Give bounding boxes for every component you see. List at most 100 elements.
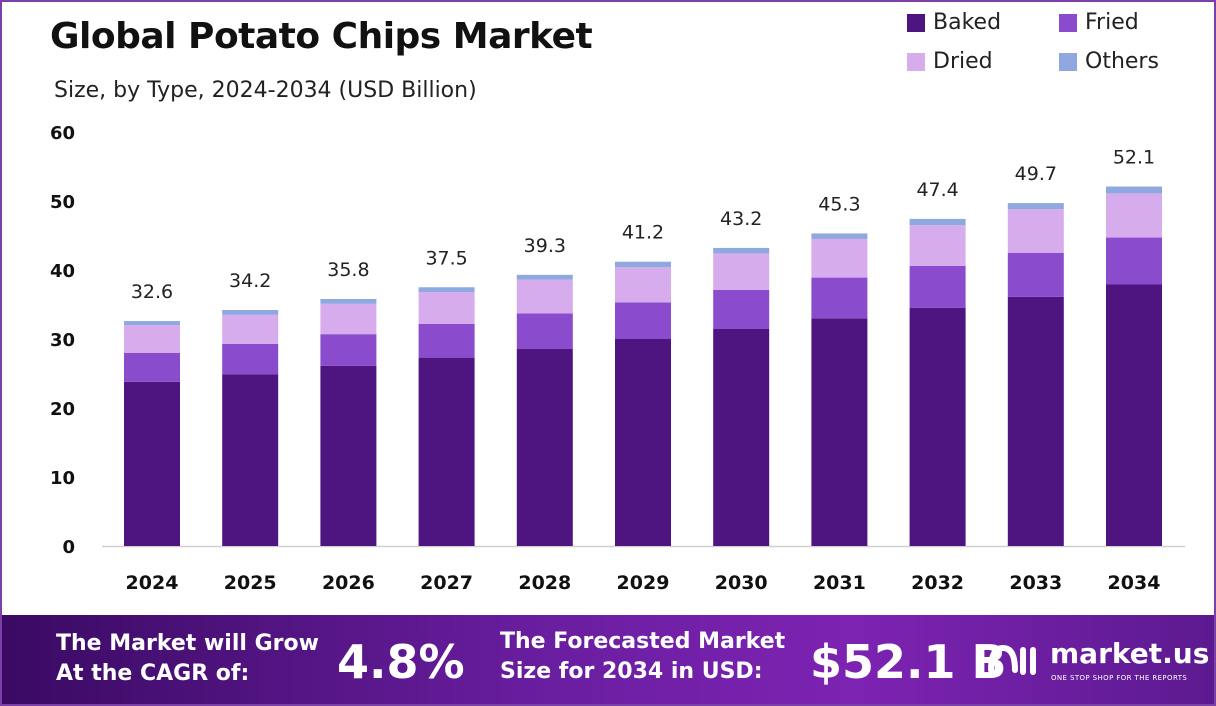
bar-segment-dried xyxy=(124,325,180,353)
legend: Baked Fried Dried Others xyxy=(907,10,1207,90)
legend-swatch-others xyxy=(1059,52,1077,71)
y-tick-label: 60 xyxy=(50,123,75,144)
legend-label-baked: Baked xyxy=(933,10,1002,35)
y-tick-label: 30 xyxy=(50,330,75,351)
legend-swatch-baked xyxy=(907,13,925,32)
bar-segment-dried xyxy=(713,253,770,291)
legend-item-others: Others xyxy=(1059,49,1159,74)
x-tick-label: 2027 xyxy=(420,572,473,594)
legend-label-others: Others xyxy=(1085,49,1159,74)
bar-segment-others xyxy=(615,261,671,268)
bar-segment-fried xyxy=(320,334,377,366)
forecast-value: $52.1 B xyxy=(810,635,1007,689)
data-label: 35.8 xyxy=(327,259,369,281)
bar-segment-baked xyxy=(909,307,966,546)
forecast-text-line1: The Forecasted Market xyxy=(500,629,786,654)
bar-segment-others xyxy=(713,247,770,254)
legend-item-dried: Dried xyxy=(907,49,993,74)
chart-title: Global Potato Chips Market xyxy=(50,16,593,57)
bar-segment-fried xyxy=(418,323,475,358)
forecast-text-line2: Size for 2034 in USD: xyxy=(500,659,763,684)
bar-segment-others xyxy=(1106,186,1162,194)
x-tick-label: 2028 xyxy=(518,572,571,594)
legend-item-baked: Baked xyxy=(907,10,1001,35)
y-tick-label: 40 xyxy=(50,261,75,282)
bar-segment-others xyxy=(222,310,279,315)
bar-segment-dried xyxy=(1106,193,1162,238)
x-tick-label: 2031 xyxy=(813,572,866,594)
data-label: 47.4 xyxy=(916,179,958,201)
x-tick-label: 2025 xyxy=(224,572,277,594)
data-label: 52.1 xyxy=(1113,147,1155,169)
y-tick-label: 20 xyxy=(50,399,75,420)
data-label: 41.2 xyxy=(622,222,664,244)
legend-item-fried: Fried xyxy=(1059,10,1139,35)
bar-segment-dried xyxy=(516,279,573,314)
legend-label-fried: Fried xyxy=(1085,10,1139,35)
brand-tagline: ONE STOP SHOP FOR THE REPORTS xyxy=(1051,674,1188,682)
bar-segment-dried xyxy=(811,238,868,278)
x-tick-label: 2033 xyxy=(1009,572,1062,594)
bar-segment-fried xyxy=(516,313,573,349)
bar-segment-baked xyxy=(1106,284,1162,546)
bar-segment-others xyxy=(320,298,377,304)
bar-segment-others xyxy=(418,287,475,293)
bar-segment-others xyxy=(124,321,180,326)
bar-segment-baked xyxy=(516,348,573,546)
bar-segment-dried xyxy=(222,314,279,344)
data-label: 39.3 xyxy=(524,235,566,257)
chart-subtitle: Size, by Type, 2024-2034 (USD Billion) xyxy=(54,78,477,103)
bar-segment-dried xyxy=(1007,209,1064,253)
x-tick-label: 2030 xyxy=(715,572,768,594)
bar-segment-baked xyxy=(320,365,377,546)
stacked-bar-chart: 010203040506032.6202434.2202535.8202637.… xyxy=(50,123,1185,594)
cagr-text-line2: At the CAGR of: xyxy=(56,661,250,686)
bar-segment-dried xyxy=(320,303,377,335)
footer-banner: The Market will Grow At the CAGR of: 4.8… xyxy=(2,615,1214,704)
bar-segment-baked xyxy=(418,357,475,546)
bar-segment-baked xyxy=(1007,296,1064,546)
x-tick-label: 2026 xyxy=(322,572,375,594)
y-tick-label: 10 xyxy=(50,468,75,489)
bar-segment-baked xyxy=(124,381,180,546)
x-tick-label: 2024 xyxy=(126,572,179,594)
cagr-text-line1: The Market will Grow xyxy=(56,631,319,656)
bar-segment-others xyxy=(909,218,966,226)
bar-segment-baked xyxy=(811,318,868,546)
data-label: 43.2 xyxy=(720,208,762,230)
x-tick-label: 2034 xyxy=(1108,572,1161,594)
legend-swatch-fried xyxy=(1059,13,1077,32)
bar-segment-fried xyxy=(1007,252,1064,297)
legend-swatch-dried xyxy=(907,52,925,71)
data-label: 49.7 xyxy=(1015,163,1057,185)
data-label: 45.3 xyxy=(818,193,860,215)
market-us-logo-icon xyxy=(988,644,1036,675)
brand-name: market.us xyxy=(1050,637,1210,670)
bar-segment-fried xyxy=(811,277,868,319)
bar-segment-baked xyxy=(713,328,770,546)
bar-segment-fried xyxy=(615,302,671,339)
y-tick-label: 50 xyxy=(50,192,75,213)
x-tick-label: 2029 xyxy=(617,572,670,594)
bar-segment-fried xyxy=(222,343,279,375)
bar-segment-dried xyxy=(909,225,966,266)
data-label: 34.2 xyxy=(229,270,271,292)
bar-segment-fried xyxy=(713,290,770,329)
data-label: 37.5 xyxy=(425,247,467,269)
bar-segment-baked xyxy=(615,339,671,546)
bar-segment-fried xyxy=(124,352,180,382)
bar-segment-baked xyxy=(222,374,279,546)
y-tick-label: 0 xyxy=(62,537,75,558)
bar-segment-others xyxy=(516,274,573,280)
bar-segment-fried xyxy=(909,265,966,308)
bar-segment-dried xyxy=(418,292,475,324)
bar-segment-fried xyxy=(1106,237,1162,285)
cagr-value: 4.8% xyxy=(337,635,465,689)
data-label: 32.6 xyxy=(131,281,173,303)
x-tick-label: 2032 xyxy=(911,572,964,594)
legend-label-dried: Dried xyxy=(933,49,993,74)
bar-segment-dried xyxy=(615,267,671,303)
bar-segment-others xyxy=(811,233,868,239)
bar-segment-others xyxy=(1007,203,1064,210)
